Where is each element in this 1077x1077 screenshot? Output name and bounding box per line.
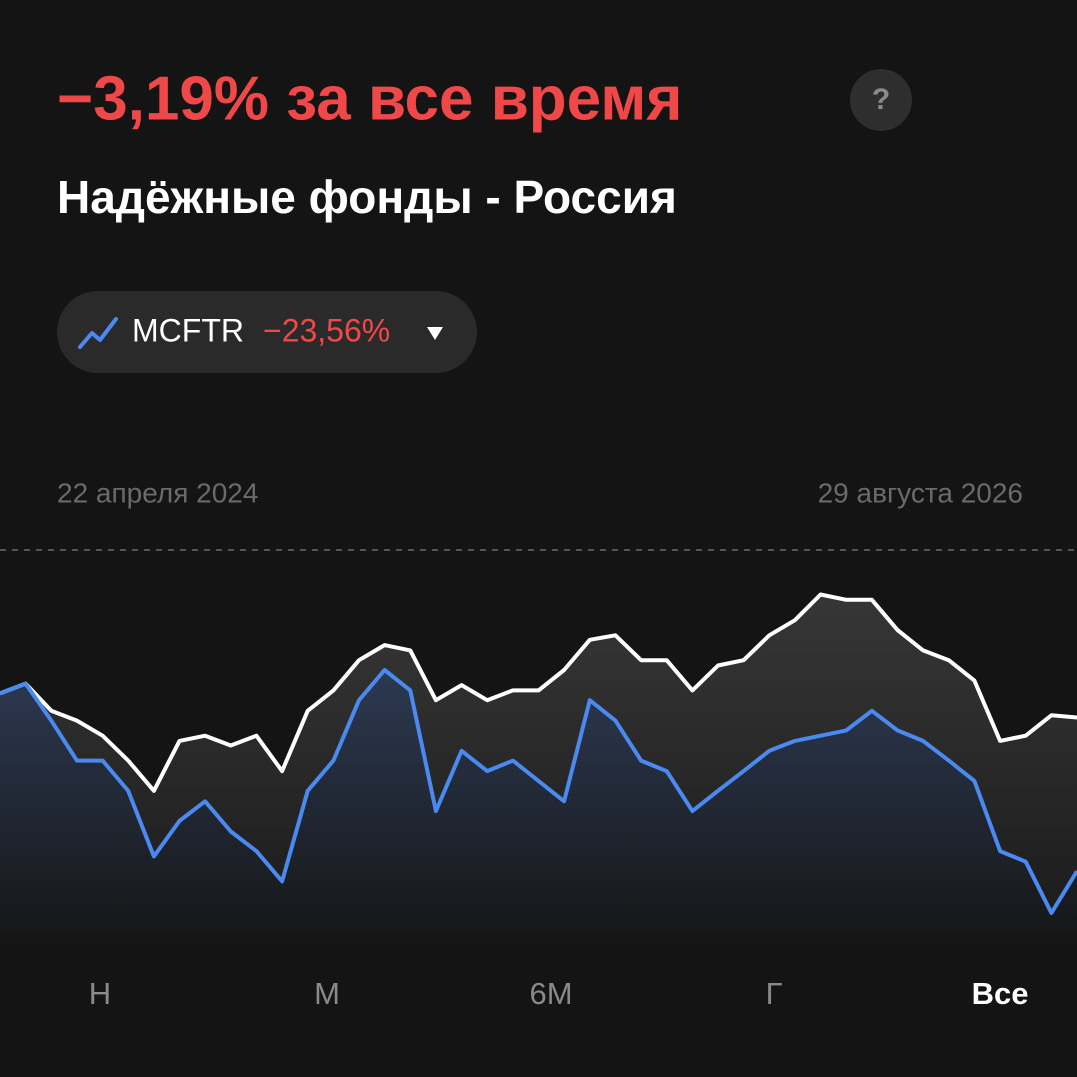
range-tab[interactable]: Н xyxy=(89,976,111,1011)
benchmark-name[interactable]: MCFTR xyxy=(132,312,244,348)
dropdown-arrow[interactable] xyxy=(427,327,443,340)
range-tab[interactable]: М xyxy=(314,976,340,1011)
benchmark-selector[interactable] xyxy=(57,291,477,373)
title: −3,19% за все время xyxy=(57,64,682,133)
range-end: 29 августа 2026 xyxy=(818,477,1023,508)
range-tabs: Н М 6М Г Все xyxy=(89,976,1029,1011)
plot xyxy=(0,592,1077,950)
subtitle: Надёжные фонды - Россия xyxy=(57,171,677,223)
help-icon[interactable]: ? xyxy=(872,83,890,116)
range-tab[interactable]: Все xyxy=(972,976,1029,1011)
help-button[interactable] xyxy=(850,69,912,131)
range-tab[interactable]: Г xyxy=(766,976,783,1011)
range-tab[interactable]: 6М xyxy=(529,976,572,1011)
series-line xyxy=(0,668,1077,915)
benchmark-icon xyxy=(78,317,118,349)
series-line xyxy=(0,592,1077,793)
benchmark-change[interactable]: −23,56% xyxy=(263,312,390,348)
range-start: 22 апреля 2024 xyxy=(57,477,258,508)
